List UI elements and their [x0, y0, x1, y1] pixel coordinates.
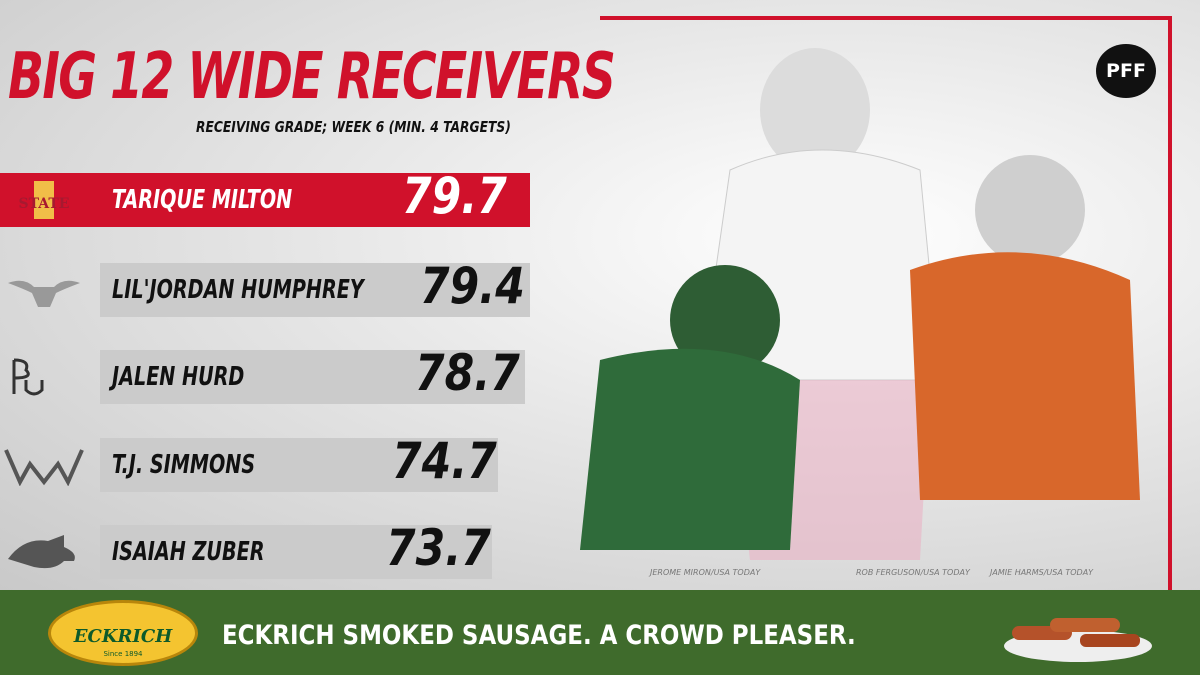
row: T.J. SIMMONS 74.7	[0, 432, 498, 492]
grade: 79.4	[420, 257, 525, 315]
team-logo	[8, 280, 80, 307]
bar	[100, 525, 492, 579]
ad-logo	[48, 600, 198, 666]
player-name: JALEN HURD	[112, 362, 245, 392]
brand-logo: PFF	[1096, 44, 1156, 98]
ad-banner	[0, 590, 1200, 675]
player-name: LIL'JORDAN HUMPHREY	[112, 275, 364, 305]
team-logo	[12, 358, 44, 396]
grade: 74.7	[392, 432, 497, 490]
logo-text: STATE	[19, 196, 70, 212]
ad-image	[1004, 618, 1152, 662]
grade: 78.7	[415, 344, 520, 402]
ad-brand: ECKRICH	[73, 626, 173, 647]
player-name: ISAIAH ZUBER	[112, 537, 265, 567]
grade: 73.7	[386, 519, 491, 577]
player-name: T.J. SIMMONS	[112, 450, 256, 480]
row: JALEN HURD 78.7	[0, 344, 525, 404]
bar	[100, 438, 498, 492]
team-logo	[4, 449, 84, 486]
photo-credit: ROB FERGUSON/USA TODAY	[856, 568, 970, 577]
subtitle: RECEIVING GRADE; WEEK 6 (MIN. 4 TARGETS)	[196, 118, 511, 136]
bar	[100, 350, 525, 404]
player-photos	[580, 48, 1140, 560]
photo-credit: JAMIE HARMS/USA TODAY	[990, 568, 1094, 577]
team-logo: STATE	[19, 181, 70, 219]
ad-since: Since 1894	[103, 650, 143, 658]
title: BIG 12 WIDE RECEIVERS	[8, 40, 616, 114]
team-logo	[8, 535, 75, 569]
row: LIL'JORDAN HUMPHREY 79.4	[0, 257, 530, 317]
grade: 79.7	[402, 167, 507, 225]
frame	[1168, 16, 1172, 590]
photo-credit: JEROME MIRON/USA TODAY	[650, 568, 761, 577]
frame	[600, 16, 1172, 20]
bar	[100, 263, 530, 317]
row: STATE TARIQUE MILTON 79.7	[0, 167, 530, 227]
row: ISAIAH ZUBER 73.7	[0, 519, 492, 579]
bar	[0, 173, 530, 227]
ad-slogan: ECKRICH SMOKED SAUSAGE. A CROWD PLEASER.	[222, 620, 856, 651]
player-name: TARIQUE MILTON	[112, 185, 293, 215]
